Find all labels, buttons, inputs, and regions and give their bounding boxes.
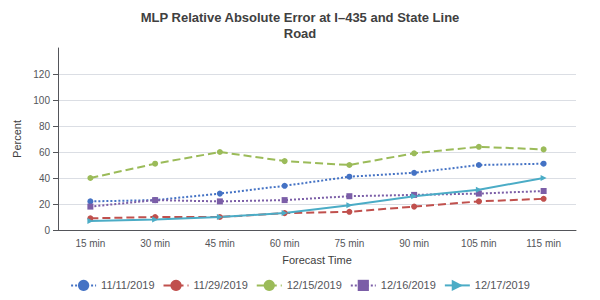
svg-text:80: 80 — [39, 121, 51, 132]
svg-text:Forecast Time: Forecast Time — [282, 254, 352, 266]
svg-text:11/29/2019: 11/29/2019 — [194, 279, 248, 291]
svg-text:15 min: 15 min — [75, 238, 105, 249]
svg-text:105 min: 105 min — [461, 238, 497, 249]
svg-text:115 min: 115 min — [526, 238, 561, 249]
svg-text:20: 20 — [39, 199, 51, 210]
svg-text:30 min: 30 min — [140, 238, 170, 249]
svg-text:12/16/2019: 12/16/2019 — [381, 279, 436, 291]
svg-text:11/11/2019: 11/11/2019 — [101, 279, 154, 291]
svg-text:100: 100 — [33, 95, 50, 106]
svg-text:75 min: 75 min — [334, 238, 364, 249]
svg-text:Percent: Percent — [11, 120, 23, 158]
svg-text:MLP Relative Absolute Error at: MLP Relative Absolute Error at I–435 and… — [141, 10, 460, 25]
svg-text:60: 60 — [39, 147, 51, 158]
svg-text:90 min: 90 min — [399, 238, 429, 249]
svg-text:45 min: 45 min — [205, 238, 235, 249]
svg-text:12/17/2019: 12/17/2019 — [475, 279, 530, 291]
svg-text:Road: Road — [284, 26, 317, 41]
svg-text:12/15/2019: 12/15/2019 — [287, 279, 342, 291]
svg-text:60 min: 60 min — [270, 238, 300, 249]
svg-text:40: 40 — [39, 173, 51, 184]
svg-text:0: 0 — [44, 225, 50, 236]
svg-text:120: 120 — [33, 69, 50, 80]
